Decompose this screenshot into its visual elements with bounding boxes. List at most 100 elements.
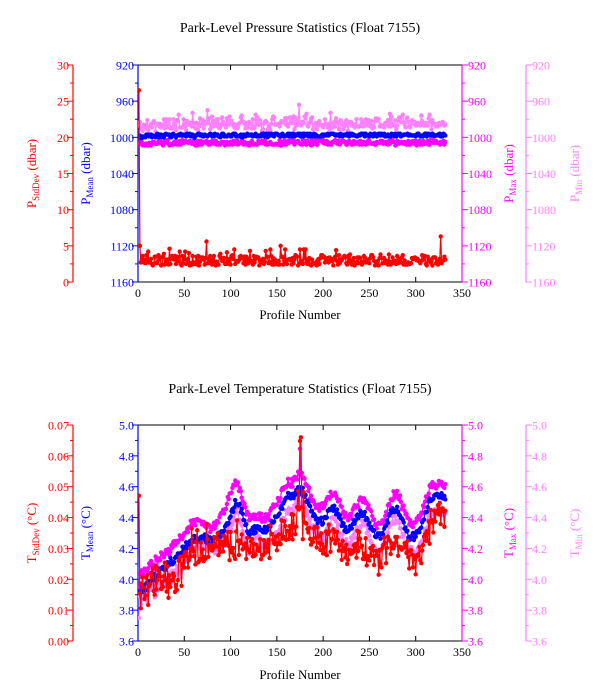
temperature-point-sd <box>263 541 268 546</box>
temperature-y-axis-title-mean: TMean (°C) <box>78 506 95 560</box>
temperature-point-sd <box>233 529 239 534</box>
pressure-point-sd <box>378 252 383 257</box>
pressure-y-tick-label-sd: 10 <box>57 203 69 217</box>
pressure-x-tick-label: 200 <box>314 286 332 300</box>
temperature-point-sd <box>206 554 211 559</box>
pressure-point-sd <box>148 256 154 262</box>
temperature-point-max <box>370 513 375 519</box>
pressure-series-max <box>138 137 448 148</box>
pressure-point-sd <box>146 249 151 254</box>
temperature-point-max <box>369 509 374 514</box>
pressure-point-sd <box>291 261 296 266</box>
temperature-point-mean <box>395 504 400 509</box>
temperature-point-sd <box>327 529 332 534</box>
temperature-point-mean <box>403 525 408 530</box>
pressure-point-min <box>145 118 150 123</box>
temperature-point-sd <box>290 537 295 542</box>
pressure-point-min <box>216 117 221 122</box>
temperature-point-sd <box>287 524 292 529</box>
temperature-y-tick-label-mean: 3.8 <box>119 604 134 618</box>
temperature-point-sd <box>188 554 193 559</box>
temperature-point-sd <box>365 553 370 559</box>
temperature-point-sd <box>353 541 358 546</box>
temperature-point-sd <box>231 545 236 551</box>
pressure-point-min <box>138 119 143 125</box>
temperature-point-sd <box>227 558 232 563</box>
pressure-point-sd <box>309 257 315 262</box>
temperature-point-mean <box>425 505 430 510</box>
pressure-point-min <box>220 115 225 120</box>
pressure-point-sd <box>276 258 281 264</box>
pressure-y-tick-label-min: 1160 <box>532 276 556 290</box>
temperature-point-max <box>417 517 422 522</box>
pressure-point-min <box>301 120 306 126</box>
pressure-y-axis-min: 920 960 1000 1040 1080 1120 1160 PMin (dbar) <box>525 59 584 290</box>
temperature-point-sd <box>228 529 233 535</box>
temperature-point-sd <box>383 540 388 546</box>
temperature-point-sd <box>139 581 144 586</box>
temperature-point-sd <box>160 584 166 590</box>
pressure-y-tick-label-sd: 20 <box>57 131 69 145</box>
pressure-point-min <box>290 120 295 126</box>
temperature-y-tick-label-max: 5.0 <box>468 419 483 433</box>
temperature-point-sd <box>357 529 362 535</box>
temperature-point-mean <box>401 520 406 525</box>
temperature-point-sd <box>299 504 305 510</box>
temperature-point-sd <box>171 574 177 579</box>
temperature-y-tick-label-mean: 4.6 <box>119 480 134 494</box>
temperature-point-sd <box>319 531 324 536</box>
pressure-point-min <box>400 112 405 117</box>
temperature-point-sd <box>392 543 397 549</box>
temperature-point-mean <box>244 522 249 527</box>
temperature-y-tick-label-max: 4.2 <box>468 542 483 556</box>
temperature-point-max <box>238 489 243 494</box>
temperature-point-sd <box>428 507 433 513</box>
pressure-point-sd <box>376 263 381 268</box>
pressure-point-min <box>195 120 200 126</box>
pressure-x-tick-label: 350 <box>453 286 471 300</box>
temperature-point-mean <box>417 530 422 535</box>
pressure-point-min <box>309 115 315 120</box>
temperature-point-sd <box>191 549 196 554</box>
temperature-point-sd <box>186 558 192 563</box>
temperature-point-sd <box>165 564 170 569</box>
pressure-point-sd <box>262 259 267 264</box>
pressure-x-tick-label: 250 <box>360 286 378 300</box>
pressure-point-sd <box>430 263 435 268</box>
pressure-point-min <box>333 124 338 129</box>
pressure-y-tick-label-max: 1000 <box>468 131 492 145</box>
pressure-point-sd <box>402 258 407 263</box>
temperature-point-sd <box>378 561 383 567</box>
pressure-point-sd <box>221 255 227 261</box>
temperature-point-mean <box>280 506 285 512</box>
temperature-point-max <box>404 511 409 517</box>
temperature-point-sd <box>413 572 418 577</box>
pressure-point-min <box>183 127 189 133</box>
temperature-point-sd <box>257 548 262 554</box>
temperature-point-sd <box>431 530 436 535</box>
pressure-point-sd <box>347 252 353 257</box>
temperature-point-max <box>387 503 392 508</box>
temperature-point-sd <box>300 537 305 542</box>
pressure-point-sd <box>433 255 438 260</box>
pressure-point-min <box>322 117 328 122</box>
temperature-point-sd <box>245 535 250 541</box>
pressure-point-min <box>208 127 213 132</box>
temperature-point-sd <box>268 523 273 528</box>
pressure-point-min <box>235 125 241 130</box>
temperature-point-sd <box>306 530 311 535</box>
pressure-point-min <box>269 121 274 127</box>
temperature-y-tick-label-sd: 0.02 <box>48 573 69 587</box>
temperature-point-sd <box>412 557 417 562</box>
temperature-point-max <box>295 477 300 482</box>
temperature-point-max <box>278 496 283 501</box>
pressure-point-sd <box>424 263 429 268</box>
temperature-point-sd <box>333 541 338 546</box>
temperature-point-sd <box>408 547 414 553</box>
temperature-point-sd <box>195 528 200 533</box>
temperature-point-max <box>307 485 312 490</box>
temperature-point-max <box>394 492 399 497</box>
pressure-point-min <box>255 115 260 120</box>
pressure-point-sd <box>333 248 339 253</box>
temperature-point-sd <box>371 562 377 568</box>
